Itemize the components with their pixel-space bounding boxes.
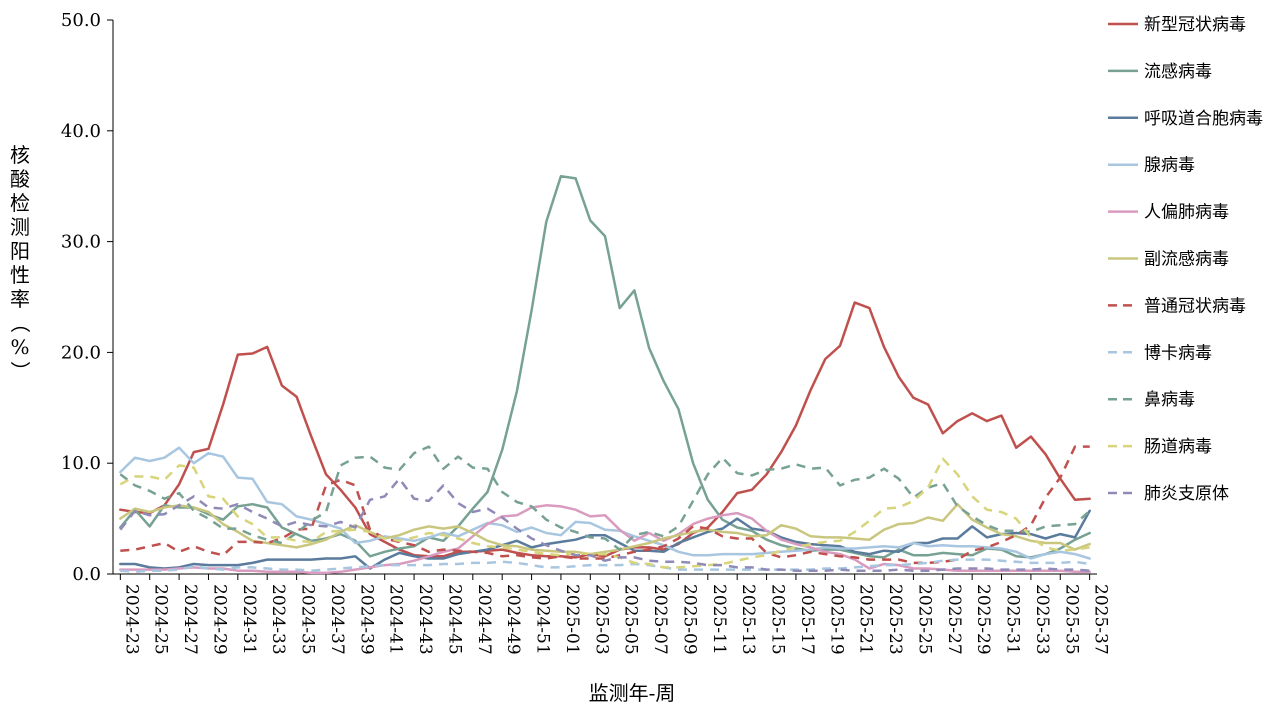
series-line-6 (119, 502, 1091, 556)
y-axis-label-char: 酸 (10, 167, 30, 191)
y-axis-label-char: 率 (10, 287, 30, 311)
legend-label: 博卡病毒 (1144, 343, 1212, 363)
series-line-3 (119, 509, 1091, 570)
x-tick-label: 2025-25 (914, 584, 934, 655)
y-axis-label-char: 核 (10, 143, 30, 167)
x-tick-label: 2024-31 (239, 584, 259, 655)
plot-area: 0.010.020.030.040.050.0 2024-23 2024-25 20… (61, 10, 1111, 655)
y-axis-label-char: 测 (10, 215, 30, 239)
x-tick-label: 2024-33 (268, 584, 288, 655)
y-tick-label: 0.0 (72, 564, 101, 585)
legend-label: 普通冠状病毒 (1144, 296, 1246, 316)
series-line-2 (119, 174, 1091, 559)
x-tick-label: 2025-11 (709, 584, 729, 655)
series-line-9 (119, 445, 1091, 551)
x-tick-label: 2025-37 (1091, 584, 1111, 655)
y-axis-label-char: 检 (10, 191, 30, 215)
x-tick-label: 2025-35 (1061, 584, 1081, 655)
x-tick-label: 2025-33 (1032, 584, 1052, 655)
y-axis-ticks: 0.0 10.0 20.0 30.0 40.0 50.0 (61, 10, 113, 585)
y-axis-label-char: % (10, 335, 29, 359)
series-line-11 (119, 477, 1090, 572)
y-tick-label: 20.0 (61, 342, 101, 363)
legend: 新型冠状病毒流感病毒呼吸道合胞病毒腺病毒人偏肺病毒副流感病毒普通冠状病毒博卡病毒… (1108, 15, 1263, 504)
legend-label: 人偏肺病毒 (1144, 203, 1229, 223)
y-tick-label: 10.0 (61, 453, 101, 474)
series-line-5 (119, 504, 1091, 575)
legend-label: 鼻病毒 (1144, 390, 1195, 410)
x-tick-label: 2025-23 (885, 584, 905, 655)
y-tick-label: 50.0 (61, 10, 101, 31)
legend-label: 副流感病毒 (1144, 250, 1229, 270)
y-tick-label: 40.0 (61, 121, 101, 142)
x-tick-label: 2025-05 (621, 584, 641, 655)
x-tick-label: 2024-39 (356, 584, 376, 655)
x-tick-label: 2025-01 (562, 584, 582, 655)
x-tick-label: 2025-09 (679, 584, 699, 655)
y-tick-label: 30.0 (61, 232, 101, 253)
legend-label: 流感病毒 (1144, 62, 1212, 82)
y-axis-label-char: 阳 (10, 239, 30, 263)
x-axis-ticks: 2024-23 2024-25 2024-27 2024-29 2024-31 2024-… (119, 574, 1111, 655)
legend-label: 腺病毒 (1144, 156, 1195, 176)
x-tick-label: 2025-27 (944, 584, 964, 655)
series-line-1 (119, 301, 1091, 559)
x-tick-label: 2024-37 (327, 584, 347, 655)
x-tick-label: 2025-31 (1003, 584, 1023, 655)
x-tick-label: 2025-07 (650, 584, 670, 655)
x-tick-label: 2024-47 (474, 584, 494, 655)
series-lines (119, 174, 1091, 575)
y-axis-label-char: 性 (10, 263, 30, 287)
series-line-10 (119, 457, 1090, 569)
x-tick-label: 2024-49 (503, 584, 523, 655)
legend-label: 肠道病毒 (1144, 437, 1212, 457)
y-axis-label-char: （ (8, 313, 32, 333)
x-tick-label: 2024-41 (386, 584, 406, 655)
series-line-8 (120, 558, 1090, 574)
x-tick-label: 2024-23 (121, 584, 141, 655)
x-tick-label: 2025-19 (826, 584, 846, 655)
x-tick-label: 2025-17 (797, 584, 817, 655)
x-axis-label: 监测年-周 (589, 681, 676, 705)
x-tick-label: 2025-21 (856, 584, 876, 655)
x-tick-label: 2025-29 (973, 584, 993, 655)
x-tick-label: 2024-45 (444, 584, 464, 655)
x-tick-label: 2025-03 (591, 584, 611, 655)
x-tick-label: 2025-15 (768, 584, 788, 655)
x-tick-label: 2024-51 (533, 584, 553, 655)
legend-label: 肺炎支原体 (1144, 484, 1229, 504)
x-tick-label: 2024-29 (209, 584, 229, 655)
legend-label: 呼吸道合胞病毒 (1144, 109, 1263, 129)
series-line-4 (119, 446, 1091, 560)
x-tick-label: 2024-25 (151, 584, 171, 655)
x-tick-label: 2024-43 (415, 584, 435, 655)
x-tick-label: 2024-35 (298, 584, 318, 655)
x-tick-label: 2024-27 (180, 584, 200, 655)
legend-label: 新型冠状病毒 (1144, 15, 1246, 35)
x-tick-label: 2025-13 (738, 584, 758, 655)
y-axis-label-char: ） (8, 361, 32, 381)
